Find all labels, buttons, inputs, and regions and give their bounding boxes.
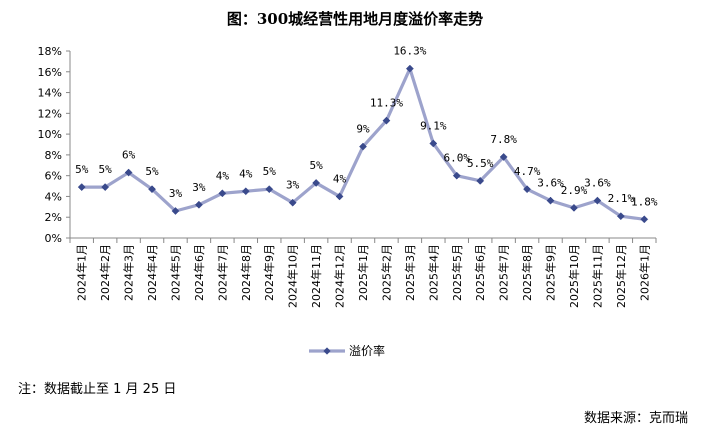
data-label: 4% [216, 169, 230, 182]
y-tick-label: 6% [45, 170, 62, 183]
data-point-marker [640, 215, 649, 224]
data-point-marker [570, 203, 578, 212]
x-tick-label: 2024年6月 [192, 244, 206, 301]
y-tick-label: 14% [38, 87, 62, 100]
y-tick-label: 12% [38, 107, 62, 120]
y-tick-label: 2% [45, 211, 62, 224]
data-point-marker [523, 185, 532, 194]
y-tick-label: 10% [38, 128, 62, 141]
y-tick-label: 8% [45, 149, 62, 162]
legend-label: 溢价率 [349, 343, 385, 358]
x-tick-label: 2025年4月 [426, 244, 440, 301]
x-tick-label: 2025年8月 [520, 244, 534, 301]
data-point-marker [382, 116, 391, 125]
x-tick-label: 2024年9月 [262, 244, 276, 301]
data-label: 5% [145, 165, 159, 178]
y-tick-label: 16% [38, 66, 62, 79]
data-point-marker [148, 185, 156, 194]
data-label: 2.9% [561, 184, 588, 197]
data-label: 9% [356, 123, 370, 136]
data-label: 3.6% [537, 177, 564, 190]
data-point-marker [359, 142, 367, 151]
data-point-marker [335, 192, 344, 201]
data-point-marker [499, 153, 508, 161]
x-tick-label: 2025年6月 [473, 244, 487, 301]
chart-title: 图：300城经营性用地月度溢价率走势 [226, 10, 484, 28]
data-label: 5% [309, 159, 323, 172]
data-label: 5% [75, 163, 89, 176]
x-tick-label: 2025年10月 [567, 244, 581, 308]
data-label: 2.1% [608, 192, 635, 205]
data-label: 16.3% [393, 45, 426, 58]
data-point-marker [288, 198, 297, 207]
data-label: 5.5% [467, 157, 494, 170]
x-tick-label: 2025年2月 [379, 244, 393, 301]
x-tick-label: 2025年7月 [497, 244, 511, 301]
data-point-marker [476, 176, 485, 185]
x-tick-label: 2024年8月 [239, 244, 253, 301]
data-label: 1.8% [631, 195, 658, 208]
data-point-marker [593, 196, 602, 205]
data-point-marker [77, 183, 86, 192]
data-label: 3% [169, 187, 183, 200]
data-label: 3% [286, 179, 300, 192]
data-point-marker [218, 189, 227, 198]
x-tick-label: 2024年11月 [309, 244, 323, 308]
data-point-marker [312, 178, 321, 187]
data-label: 7.8% [490, 133, 517, 146]
x-tick-label: 2024年2月 [98, 244, 112, 301]
data-point-marker [124, 168, 133, 177]
data-point-marker [101, 183, 110, 192]
x-tick-label: 2025年12月 [614, 244, 628, 308]
x-tick-label: 2024年7月 [215, 244, 229, 301]
data-label: 9.1% [420, 119, 447, 132]
y-tick-label: 0% [45, 232, 62, 245]
legend-marker [323, 347, 331, 355]
data-label: 4% [333, 172, 347, 185]
x-tick-label: 2025年1月 [356, 244, 370, 301]
x-tick-label: 2025年5月 [450, 244, 464, 301]
data-label: 6.0% [444, 152, 471, 165]
x-tick-label: 2024年10月 [286, 244, 300, 308]
data-point-marker [194, 200, 203, 209]
x-tick-label: 2024年12月 [333, 244, 347, 308]
data-label: 4.7% [514, 165, 541, 178]
data-label: 11.3% [370, 97, 403, 110]
data-point-marker [546, 196, 555, 205]
data-label: 5% [99, 163, 113, 176]
x-tick-label: 2024年1月 [75, 244, 89, 301]
data-point-marker [405, 64, 414, 73]
data-label: 3.6% [584, 177, 611, 190]
data-point-marker [171, 207, 180, 215]
footnote: 注：数据截止至 1 月 25 日 [18, 382, 177, 397]
x-tick-label: 2024年3月 [122, 244, 136, 301]
x-tick-label: 2025年3月 [403, 244, 417, 301]
y-tick-label: 18% [38, 45, 62, 58]
data-point-marker [452, 171, 461, 180]
x-tick-label: 2024年5月 [168, 244, 182, 301]
y-tick-label: 4% [45, 190, 62, 203]
source-note: 数据来源：克而瑞 [583, 411, 688, 426]
x-tick-label: 2025年9月 [544, 244, 558, 301]
data-point-marker [429, 139, 438, 148]
data-label: 3% [192, 181, 206, 194]
data-label: 4% [239, 167, 253, 180]
data-label: 6% [122, 149, 136, 162]
data-point-marker [265, 185, 274, 194]
data-point-marker [241, 187, 250, 196]
data-label: 5% [263, 165, 277, 178]
x-tick-label: 2025年11月 [590, 244, 604, 308]
x-tick-label: 2024年4月 [145, 244, 159, 301]
x-tick-label: 2026年1月 [637, 244, 651, 301]
data-point-marker [616, 212, 625, 221]
